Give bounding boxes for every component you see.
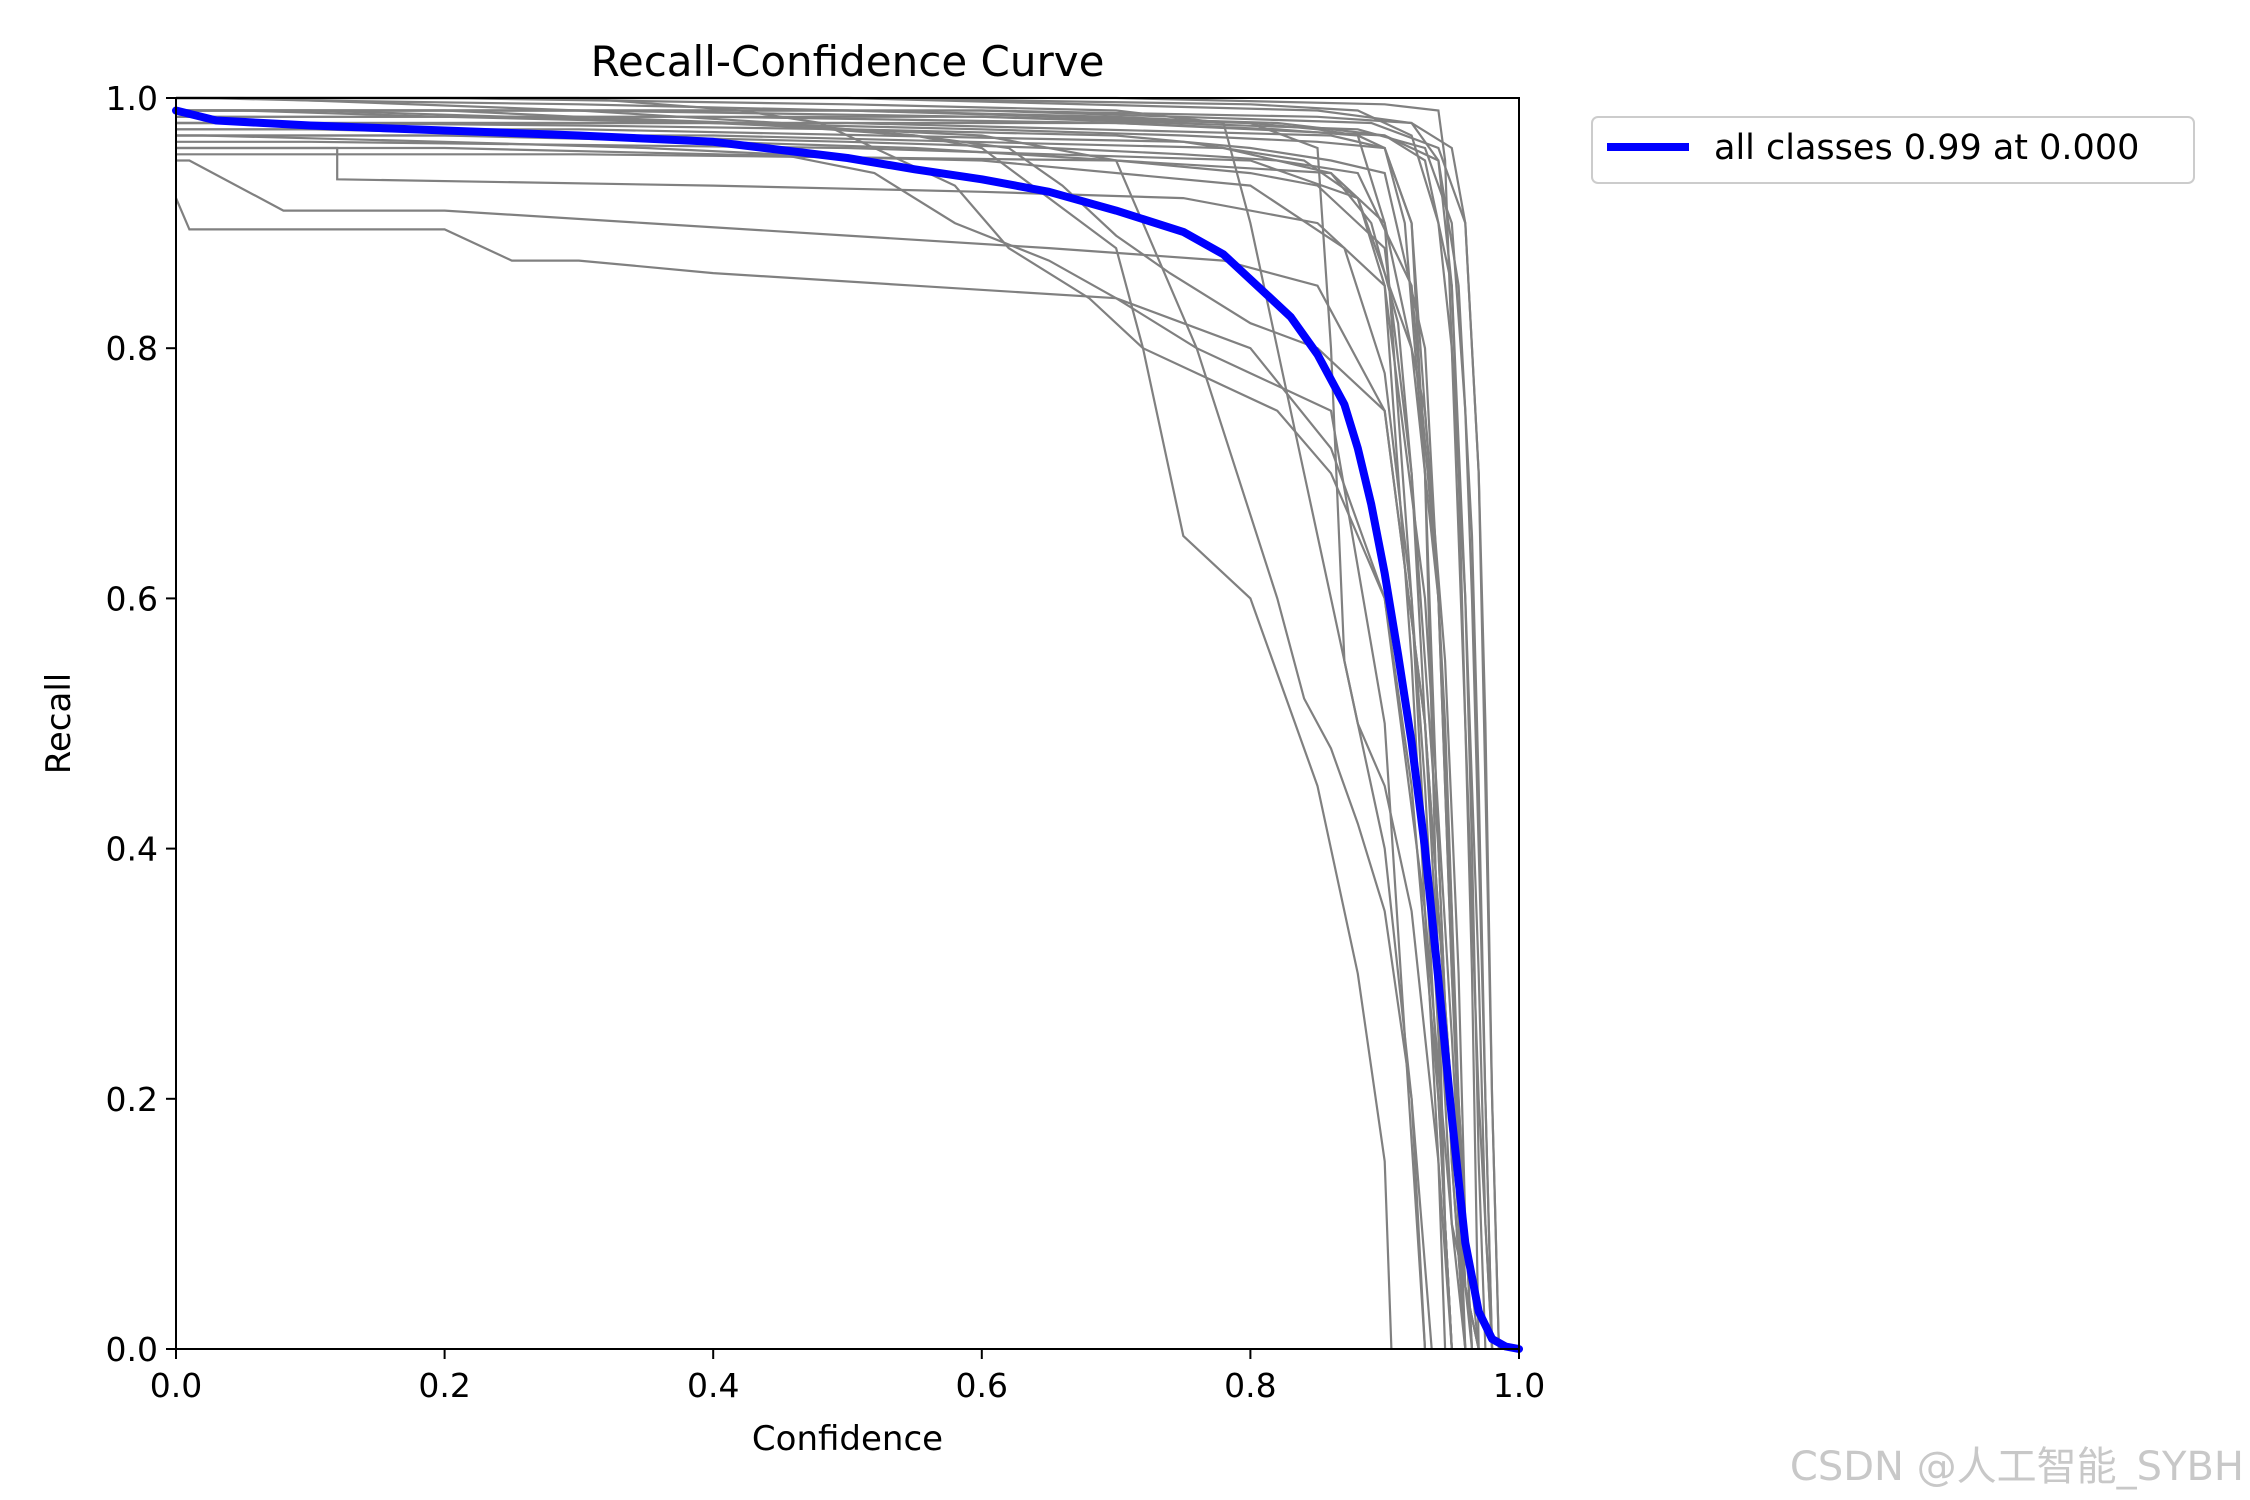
class-curve-24 [176, 109, 1494, 1350]
class-curve-4 [176, 128, 1474, 1350]
x-tick-label-0: 0.0 [150, 1366, 202, 1405]
class-curve-6 [176, 146, 1480, 1350]
x-tick-label-5: 1.0 [1493, 1366, 1545, 1405]
all-classes-series [172, 106, 1523, 1353]
class-curve-1 [176, 96, 1467, 1350]
class-curve-20 [176, 121, 1453, 1350]
x-axis-label: Confidence [752, 1419, 943, 1459]
class-curve-27 [176, 140, 1467, 1350]
class-curve-26 [176, 121, 1494, 1350]
y-tick-label-2: 0.4 [106, 830, 158, 869]
legend-box [1591, 116, 2195, 184]
class-curve-18 [176, 109, 1480, 1350]
class-curve-7 [176, 159, 1480, 1350]
class-curve-8 [174, 197, 1480, 1350]
class-curve-25 [176, 115, 1494, 1350]
y-tick-label-5: 1.0 [106, 79, 158, 118]
legend: all classes 0.99 at 0.000 [1591, 116, 2195, 184]
class-curve-14 [176, 96, 1433, 1350]
class-curve-13 [176, 109, 1427, 1350]
class-curve-29 [176, 96, 1500, 1350]
class-curve-2 [176, 109, 1480, 1350]
class-curve-11 [176, 134, 1427, 1350]
chart-title: Recall-Confidence Curve [591, 37, 1105, 86]
class-curve-16 [176, 115, 1453, 1350]
class-curve-21 [176, 128, 1447, 1350]
y-tick-label-0: 0.0 [106, 1330, 158, 1369]
class-curve-23 [176, 146, 1453, 1350]
class-curve-9 [176, 109, 1467, 1350]
y-axis-label: Recall [39, 673, 79, 774]
class-curve-30 [176, 109, 1500, 1350]
y-tick-label-1: 0.2 [106, 1080, 158, 1119]
y-axis-ticks: 0.0 0.2 0.4 0.6 0.8 1.0 [106, 79, 176, 1369]
x-tick-label-1: 0.2 [418, 1366, 470, 1405]
x-tick-label-4: 0.8 [1224, 1366, 1276, 1405]
series-line-all-classes [172, 106, 1523, 1353]
x-axis-ticks: 0.0 0.2 0.4 0.6 0.8 1.0 [150, 1349, 1545, 1405]
class-curve-19 [176, 96, 1494, 1350]
class-curve-15 [176, 109, 1453, 1350]
watermark: CSDN @人工智能_SYBH [1790, 1444, 2244, 1490]
legend-label-all-classes: all classes 0.99 at 0.000 [1714, 128, 2139, 168]
x-tick-label-2: 0.4 [687, 1366, 739, 1405]
class-curve-12 [176, 96, 1393, 1350]
plot-frame [175, 97, 1520, 1350]
y-tick-label-4: 0.8 [106, 329, 158, 368]
class-curves [174, 96, 1500, 1350]
class-curve-5 [176, 134, 1467, 1350]
class-curve-22 [176, 134, 1467, 1350]
y-tick-label-3: 0.6 [106, 579, 158, 618]
class-curve-17 [176, 96, 1487, 1350]
x-tick-label-3: 0.6 [956, 1366, 1008, 1405]
